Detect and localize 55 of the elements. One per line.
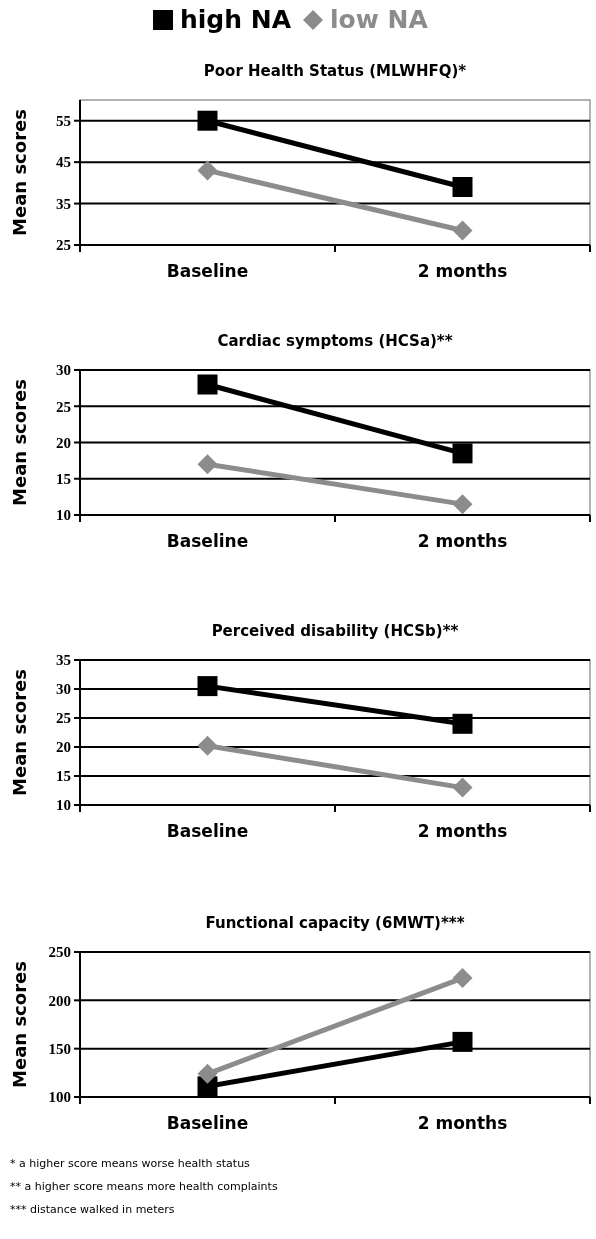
point [197,110,218,131]
chart-title: Functional capacity (6MWT)*** [205,914,465,932]
point [452,1031,473,1052]
y-tick-label: 30 [56,681,71,698]
y-tick-label: 30 [56,362,71,379]
point [452,968,473,989]
y-tick-label: 250 [48,944,71,961]
x-tick-label: 2 months [417,531,508,551]
y-axis-title: Mean scores [9,669,30,796]
x-tick-label: 2 months [417,1113,508,1133]
point [452,713,473,734]
point [452,777,473,798]
point [452,220,473,241]
y-tick-label: 25 [56,398,71,415]
y-tick-label: 35 [56,652,71,669]
y-tick-label: 10 [56,797,71,814]
x-tick-label: Baseline [166,261,249,281]
y-tick-label: 15 [56,471,71,487]
y-tick-label: 25 [56,710,71,727]
point [197,160,218,181]
x-tick-label: Baseline [166,1113,249,1133]
text: ** a higher score means more health complaints [10,1180,278,1193]
text: *** distance walked in meters [10,1203,175,1216]
text: * a higher score means worse health status [10,1157,251,1170]
x-tick-label: Baseline [166,821,249,841]
x-tick-label: 2 months [417,821,508,841]
y-axis-title: Mean scores [9,379,30,506]
chart-title: Poor Health Status (MLWHFQ)* [203,62,467,80]
x-tick-label: Baseline [166,531,249,551]
point [197,676,218,697]
y-tick-label: 20 [56,739,71,756]
point [197,735,218,756]
point [197,1063,218,1084]
y-axis-title: Mean scores [9,109,30,236]
point [452,494,473,515]
y-tick-label: 15 [56,768,71,785]
y-tick-label: 10 [56,507,71,524]
legend-label: low NA [330,5,429,34]
y-tick-label: 100 [48,1089,71,1106]
y-tick-label: 55 [56,112,71,129]
legend-label: high NA [180,5,292,34]
y-axis-title: Mean scores [9,961,30,1088]
y-tick-label: 25 [56,237,71,254]
y-tick-label: 45 [56,154,71,171]
y-tick-label: 150 [48,1040,71,1057]
x-tick-label: 2 months [417,261,508,281]
point [452,443,473,464]
point [452,177,473,197]
chart-title: Perceived disability (HCSb)** [211,622,459,640]
point [197,374,218,395]
y-tick-label: 200 [48,992,71,1009]
point [197,454,218,475]
y-tick-label: 20 [56,434,71,451]
y-tick-label: 35 [56,195,71,212]
chart-title: Cardiac symptoms (HCSa)** [217,332,453,350]
